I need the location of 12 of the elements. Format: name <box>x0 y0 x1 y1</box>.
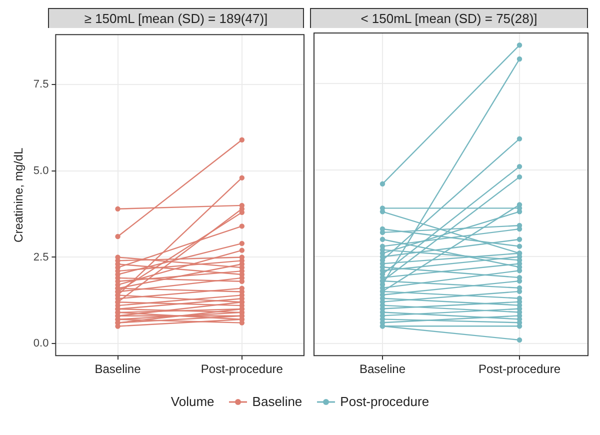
legend-label: Baseline <box>252 394 302 409</box>
x-tick-label: Baseline <box>94 362 142 376</box>
x-tick-label: Baseline <box>359 362 406 376</box>
y-tick-label: 7.5 <box>33 78 49 91</box>
x-tick-label: Post-procedure <box>478 362 561 376</box>
y-axis-title: Creatinine, mg/dL <box>12 147 26 242</box>
legend-title: Volume <box>170 394 214 409</box>
y-tick-label: 0.0 <box>33 338 49 350</box>
x-tick-label: Post-procedure <box>200 362 284 376</box>
legend-label: Post-procedure <box>340 394 430 409</box>
y-tick-label: 5.0 <box>33 164 49 177</box>
y-tick-label: 2.5 <box>33 251 49 264</box>
